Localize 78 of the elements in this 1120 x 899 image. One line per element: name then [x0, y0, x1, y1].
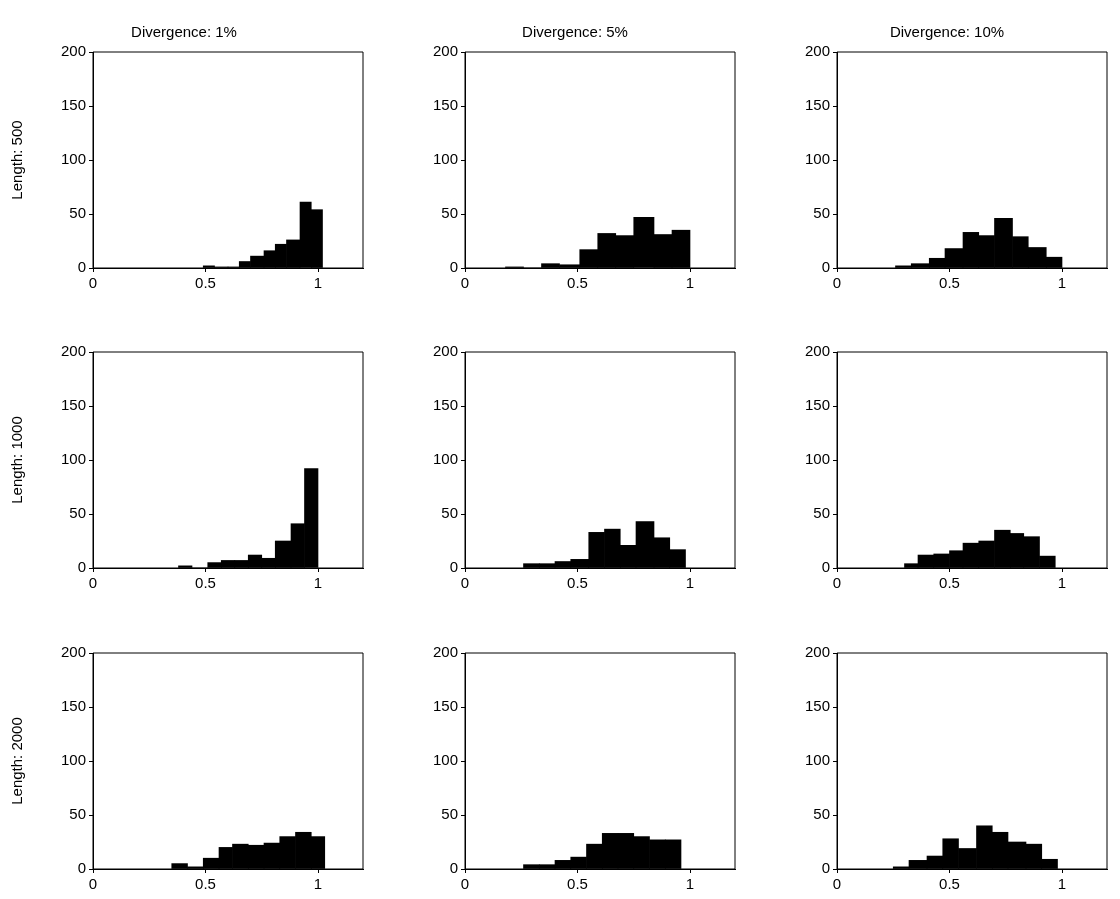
y-tick-label: 200 [432, 42, 458, 60]
y-tick-label: 50 [441, 805, 458, 823]
y-tick-label: 50 [69, 805, 86, 823]
x-tick-label: 0.5 [939, 274, 960, 292]
y-tick-label: 0 [821, 258, 830, 276]
y-tick-label: 150 [432, 697, 458, 715]
y-tick-label: 100 [60, 751, 86, 769]
y-tick-label: 0 [77, 859, 86, 877]
x-tick-label: 0 [460, 875, 470, 893]
y-tick-label: 50 [813, 204, 830, 222]
y-tick-label: 50 [813, 504, 830, 522]
x-tick-label: 0.5 [195, 875, 216, 893]
y-tick-label: 200 [432, 342, 458, 360]
y-tick-label: 150 [804, 697, 830, 715]
y-tick-label: 0 [449, 258, 458, 276]
y-tick-label: 100 [432, 150, 458, 168]
x-tick-label: 0.5 [567, 274, 588, 292]
x-tick-label: 0 [832, 274, 842, 292]
y-tick-label: 100 [804, 150, 830, 168]
y-tick-label: 100 [432, 751, 458, 769]
x-tick-label: 0.5 [567, 875, 588, 893]
y-tick-label: 200 [60, 42, 86, 60]
y-tick-label: 50 [69, 504, 86, 522]
y-tick-label: 100 [804, 751, 830, 769]
y-tick-label: 100 [60, 450, 86, 468]
x-tick-label: 0.5 [195, 274, 216, 292]
y-tick-label: 100 [432, 450, 458, 468]
x-tick-label: 0.5 [567, 574, 588, 592]
x-tick-label: 1 [313, 274, 323, 292]
y-tick-label: 50 [441, 204, 458, 222]
x-tick-label: 1 [685, 274, 695, 292]
chart-title: Divergence: 5% [522, 23, 628, 41]
y-tick-label: 0 [449, 859, 458, 877]
chart-title: Divergence: 10% [889, 23, 1005, 41]
x-tick-label: 1 [685, 875, 695, 893]
y-tick-label: 0 [821, 859, 830, 877]
y-tick-label: 50 [69, 204, 86, 222]
y-tick-label: 200 [432, 643, 458, 661]
y-tick-label: 150 [60, 697, 86, 715]
x-tick-label: 1 [1057, 875, 1067, 893]
y-tick-label: 150 [60, 396, 86, 414]
y-tick-label: 50 [441, 504, 458, 522]
x-tick-label: 0 [460, 274, 470, 292]
x-tick-label: 0 [88, 574, 98, 592]
y-tick-label: 200 [804, 643, 830, 661]
x-tick-label: 0 [460, 574, 470, 592]
chart-title: Divergence: 1% [131, 23, 237, 41]
y-tick-label: 200 [804, 42, 830, 60]
y-axis-title: Length: 2000 [8, 717, 26, 805]
y-tick-label: 200 [60, 342, 86, 360]
y-tick-label: 100 [804, 450, 830, 468]
x-tick-label: 0 [88, 875, 98, 893]
x-tick-label: 1 [313, 875, 323, 893]
x-tick-label: 0 [832, 875, 842, 893]
x-tick-label: 1 [1057, 274, 1067, 292]
x-tick-label: 0.5 [939, 574, 960, 592]
y-axis-title: Length: 500 [8, 120, 26, 200]
y-tick-label: 0 [821, 558, 830, 576]
y-tick-label: 150 [432, 396, 458, 414]
y-tick-label: 0 [449, 558, 458, 576]
y-axis-title: Length: 1000 [8, 416, 26, 504]
y-tick-label: 50 [813, 805, 830, 823]
y-tick-label: 100 [60, 150, 86, 168]
x-tick-label: 0 [832, 574, 842, 592]
y-tick-label: 200 [60, 643, 86, 661]
y-tick-label: 150 [804, 396, 830, 414]
y-tick-label: 150 [60, 96, 86, 114]
x-tick-label: 1 [685, 574, 695, 592]
y-tick-label: 0 [77, 558, 86, 576]
x-tick-label: 1 [1057, 574, 1067, 592]
y-tick-label: 150 [432, 96, 458, 114]
x-tick-label: 0.5 [939, 875, 960, 893]
x-tick-label: 0.5 [195, 574, 216, 592]
y-tick-label: 0 [77, 258, 86, 276]
x-tick-label: 0 [88, 274, 98, 292]
y-tick-label: 150 [804, 96, 830, 114]
x-tick-label: 1 [313, 574, 323, 592]
y-tick-label: 200 [804, 342, 830, 360]
